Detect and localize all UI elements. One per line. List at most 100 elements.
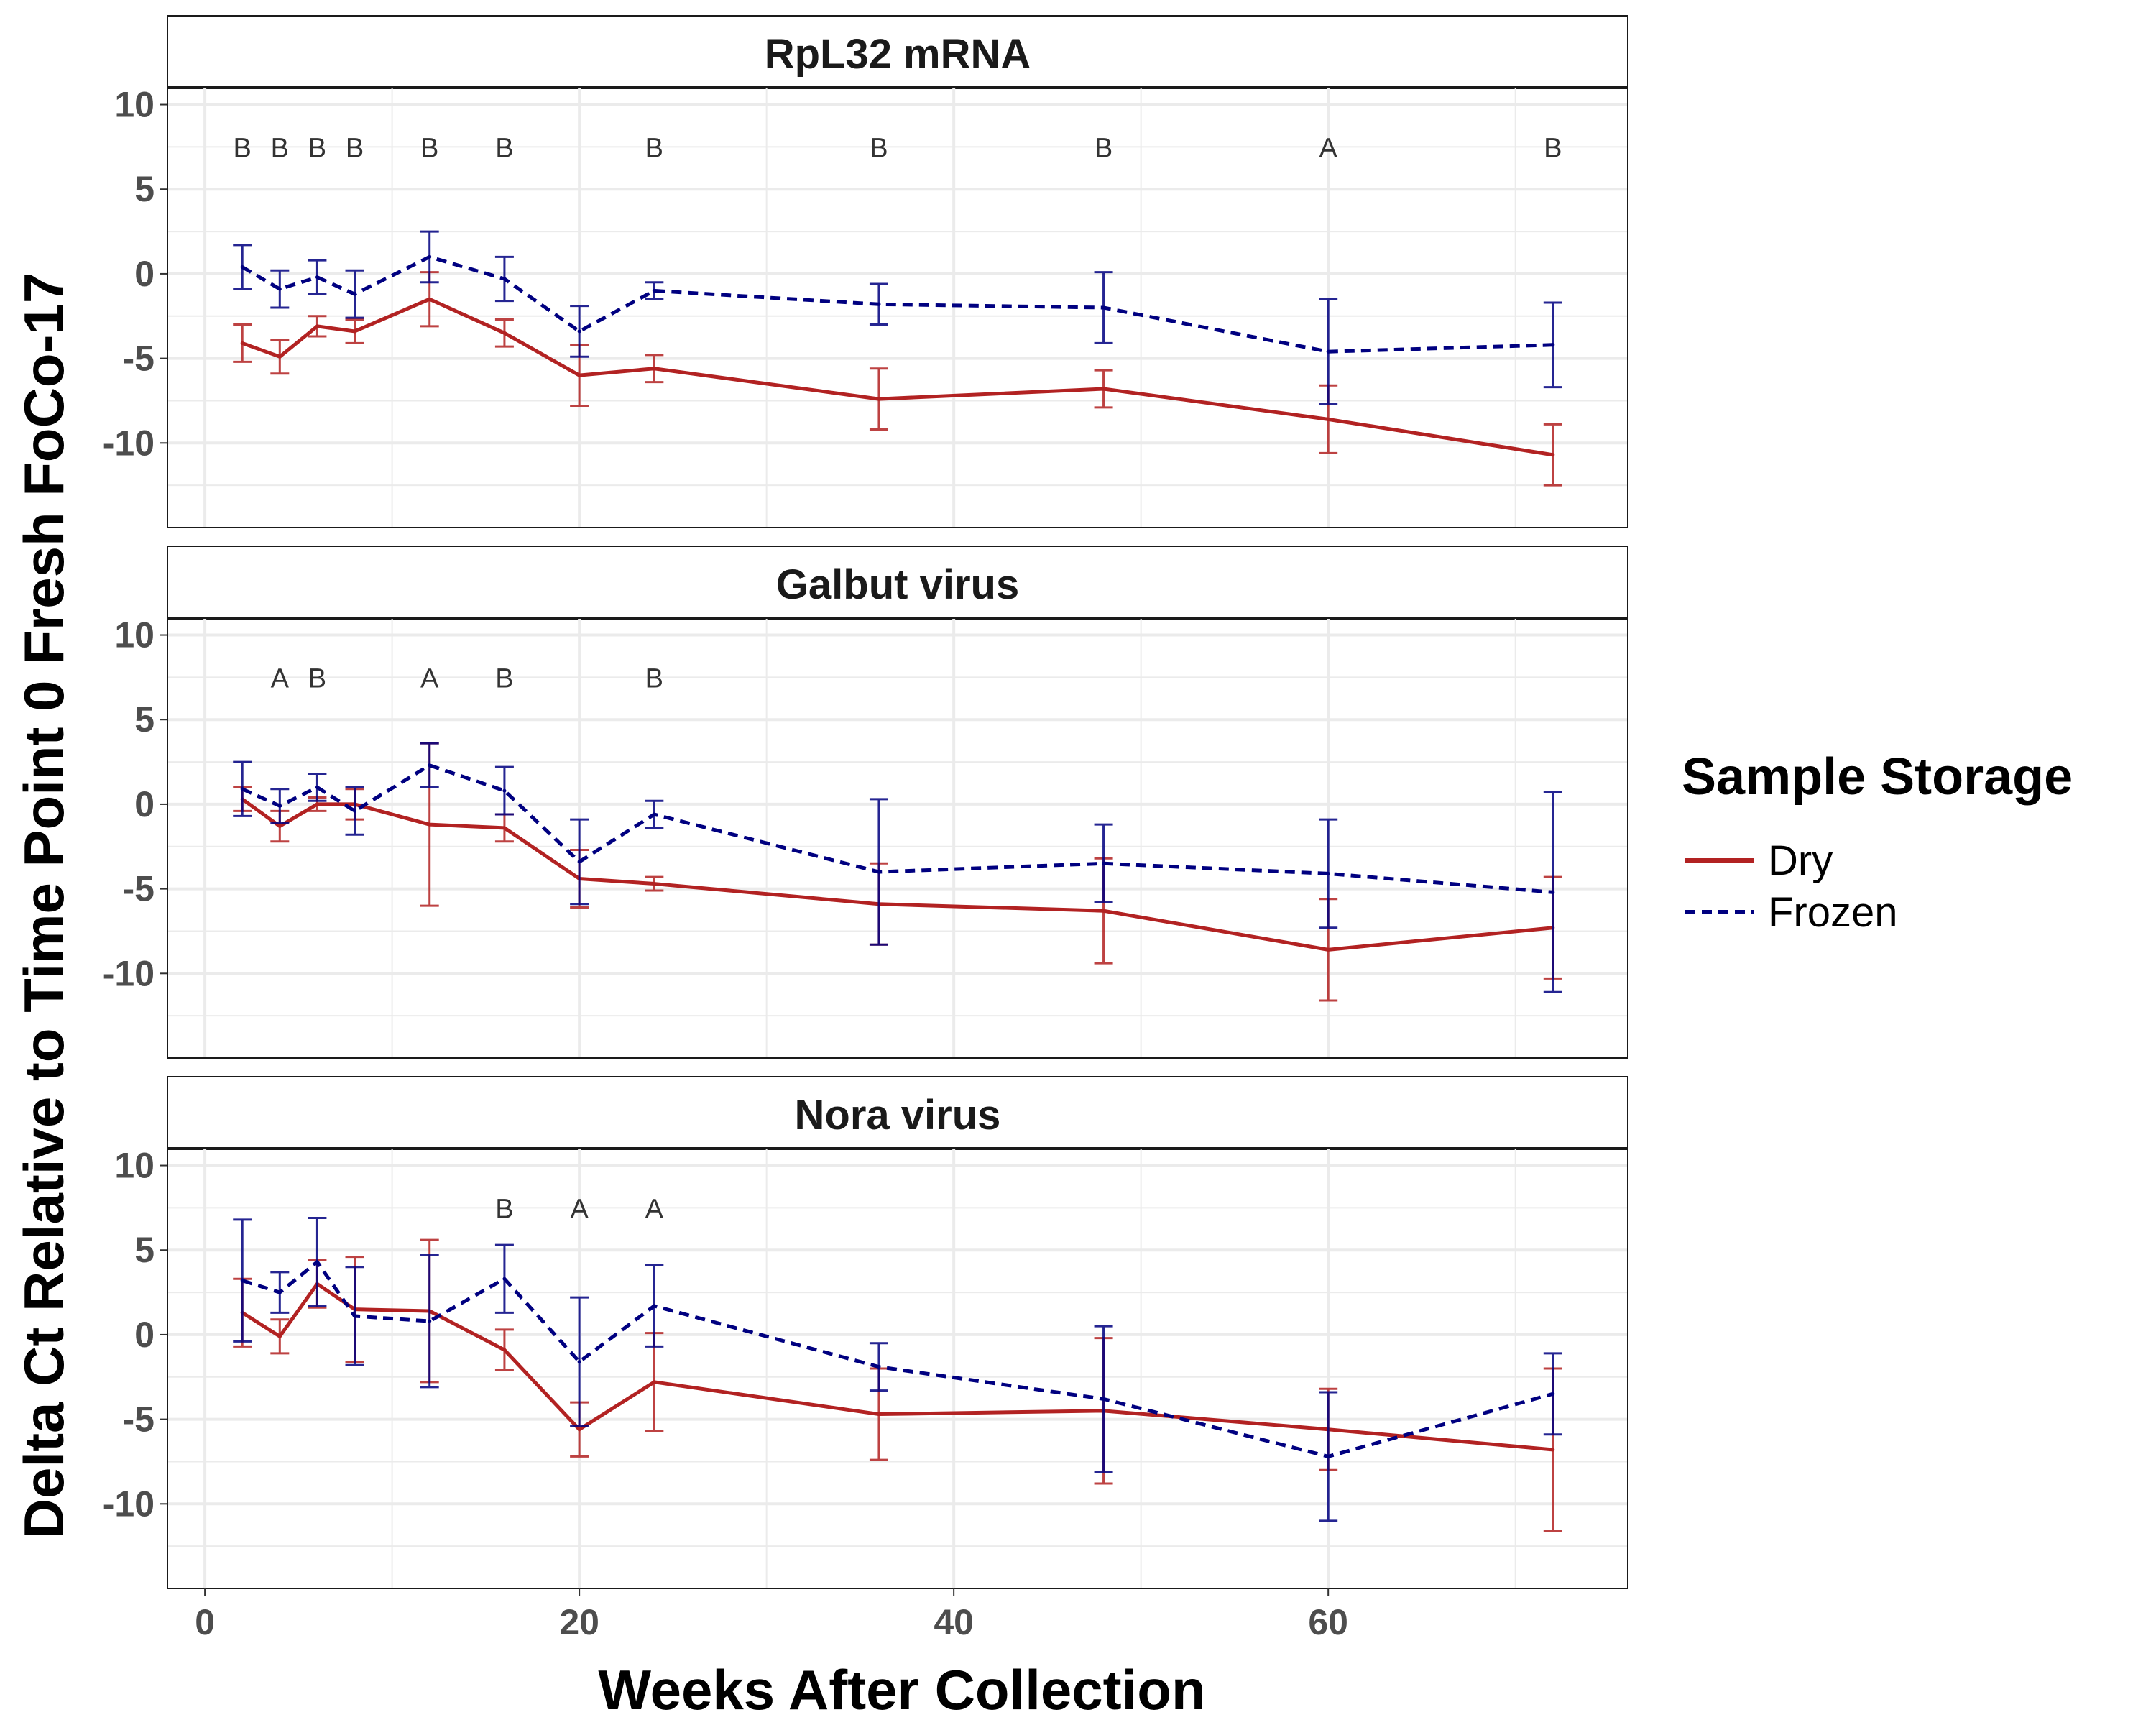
data-point (315, 1260, 319, 1264)
data-point (652, 1380, 656, 1384)
data-point (277, 804, 282, 808)
panel-strip (167, 546, 1628, 619)
x-tick-label: 20 (559, 1602, 599, 1642)
significance-letter: B (271, 133, 289, 163)
legend-title: Sample Storage (1682, 748, 2073, 806)
series-frozen (233, 230, 1562, 405)
data-point (1326, 349, 1330, 354)
data-point (1326, 1454, 1330, 1458)
significance-letter: A (1319, 133, 1337, 163)
data-point (1102, 908, 1106, 913)
significance-letter: B (495, 663, 513, 694)
data-point (652, 288, 656, 293)
data-point (315, 324, 319, 328)
series-frozen (233, 1217, 1562, 1522)
panel-strip (167, 15, 1628, 88)
series-line-frozen (241, 763, 1554, 894)
y-tick-label: -10 (103, 423, 155, 463)
data-point (877, 302, 881, 306)
data-point (1326, 947, 1330, 952)
significance-letter: B (870, 133, 888, 163)
y-tick-label: 0 (134, 1315, 155, 1355)
data-point (1102, 861, 1106, 865)
panel-title: RpL32 mRNA (765, 31, 1031, 78)
data-point (353, 1314, 357, 1318)
y-tick-label: -10 (103, 1484, 155, 1524)
data-point (315, 785, 319, 789)
data-point (652, 1304, 656, 1308)
y-tick-label: -5 (123, 869, 155, 909)
data-point (502, 826, 507, 830)
data-point (1551, 1392, 1555, 1396)
data-point (577, 860, 581, 864)
y-tick-label: 10 (114, 615, 155, 656)
data-point (315, 275, 319, 280)
y-tick-label: 5 (134, 699, 155, 740)
data-point (428, 297, 432, 301)
significance-letter: B (495, 133, 513, 163)
data-point (240, 1279, 244, 1283)
data-point (577, 373, 581, 377)
series-dry (233, 271, 1562, 487)
data-point (1102, 387, 1106, 391)
panel-title: Nora virus (795, 1092, 1001, 1138)
significance-letter: B (234, 133, 252, 163)
data-point (1551, 453, 1555, 457)
y-axis-title: Delta Ct Relative to Time Point 0 Fresh … (12, 272, 75, 1540)
data-point (502, 331, 507, 335)
data-point (240, 341, 244, 345)
significance-letter: A (645, 1194, 664, 1224)
y-tick-label: 10 (114, 1146, 155, 1186)
data-point (877, 1365, 881, 1369)
data-point (1551, 890, 1555, 894)
data-point (277, 1334, 282, 1338)
data-point (315, 802, 319, 806)
y-tick-label: -10 (103, 953, 155, 993)
series-line-dry (241, 797, 1554, 952)
panel-strip (167, 1076, 1628, 1149)
significance-letter: B (495, 1194, 513, 1224)
data-point (353, 809, 357, 813)
grid-lines (167, 618, 1628, 1058)
significance-letter: A (570, 1194, 589, 1224)
significance-letter: B (1544, 133, 1562, 163)
data-point (277, 1290, 282, 1294)
panel-3: Nora virus 10 5 0 -5 -10 B A A (103, 1076, 1628, 1589)
y-tick-label: 0 (134, 254, 155, 294)
data-point (877, 397, 881, 401)
data-point (652, 367, 656, 371)
data-point (1551, 343, 1555, 347)
x-tick-label: 60 (1308, 1602, 1348, 1642)
data-point (502, 1276, 507, 1281)
data-point (277, 824, 282, 829)
significance-letter: B (346, 133, 364, 163)
x-axis-title: Weeks After Collection (598, 1658, 1205, 1721)
panel-title: Galbut virus (776, 561, 1019, 608)
data-point (502, 1348, 507, 1352)
data-point (428, 254, 432, 259)
grid-lines (167, 88, 1628, 528)
significance-letter: B (645, 133, 663, 163)
x-axis: 0 20 40 60 (195, 1588, 1348, 1642)
legend: Sample Storage Dry Frozen (1682, 748, 2073, 936)
series-line-frozen (241, 1260, 1554, 1458)
significance-letter: B (1095, 133, 1112, 163)
data-point (652, 812, 656, 816)
series-dry (233, 1238, 1562, 1532)
y-tick-label: 10 (114, 85, 155, 125)
data-point (877, 870, 881, 874)
data-point (652, 882, 656, 886)
data-point (1326, 417, 1330, 421)
y-tick-label: 5 (134, 1230, 155, 1270)
data-point (428, 1319, 432, 1323)
data-point (353, 329, 357, 334)
data-point (577, 329, 581, 334)
data-point (1102, 1397, 1106, 1401)
data-point (428, 822, 432, 827)
data-point (577, 1360, 581, 1364)
data-point (277, 287, 282, 291)
data-point (277, 354, 282, 359)
